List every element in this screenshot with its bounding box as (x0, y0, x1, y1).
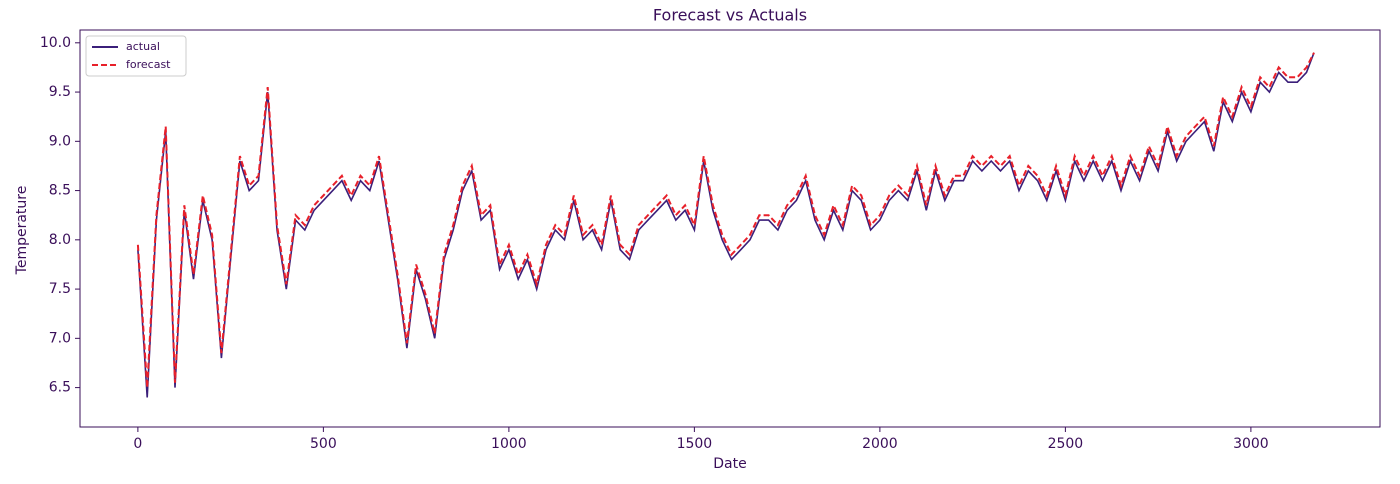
y-tick-label: 7.0 (49, 330, 71, 346)
y-axis-label: Temperature (14, 186, 30, 276)
y-tick-label: 8.5 (49, 183, 71, 199)
y-tick-label: 10.0 (40, 35, 71, 51)
x-tick-label: 1500 (677, 436, 713, 452)
series-line (136, 52, 1315, 388)
y-tick-label: 9.5 (49, 84, 71, 100)
legend-label: forecast (126, 58, 171, 71)
x-tick-label: 2500 (1048, 436, 1084, 452)
chart-title: Forecast vs Actuals (653, 6, 807, 25)
y-tick-label: 8.0 (49, 232, 71, 248)
plot-frame (79, 29, 1381, 428)
x-tick-label: 0 (133, 436, 142, 452)
x-tick-label: 500 (310, 436, 337, 452)
legend-label: actual (126, 40, 160, 53)
x-axis-label: Date (713, 456, 746, 472)
y-tick-label: 6.5 (49, 380, 71, 396)
y-tick-label: 9.0 (49, 133, 71, 149)
x-tick-label: 1000 (491, 436, 527, 452)
series-line (137, 52, 1315, 398)
y-tick-label: 7.5 (49, 281, 71, 297)
x-tick-label: 2000 (862, 436, 898, 452)
x-tick-label: 3000 (1233, 436, 1269, 452)
